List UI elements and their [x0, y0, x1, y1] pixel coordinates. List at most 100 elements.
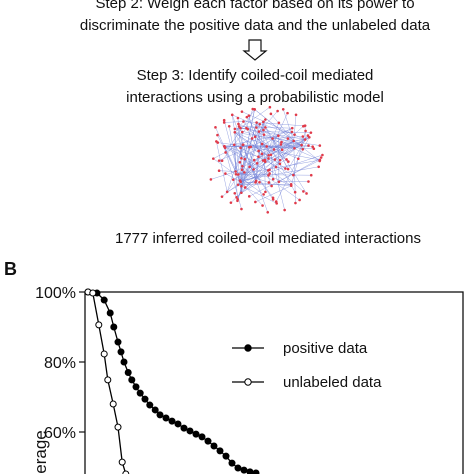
network-edge: [234, 128, 303, 150]
y-tick-label: 60%: [44, 425, 76, 442]
network-node: [258, 180, 261, 184]
network-node: [240, 207, 243, 211]
network-node: [252, 158, 256, 162]
network-node: [241, 164, 244, 168]
network-node: [298, 198, 301, 202]
network-node: [277, 134, 280, 138]
network-node: [229, 201, 233, 204]
network-node: [254, 181, 257, 184]
network-node: [255, 121, 258, 124]
network-node: [258, 122, 262, 126]
network-edge: [224, 146, 300, 201]
network-edge: [224, 146, 259, 157]
network-node: [249, 145, 253, 149]
network-edge: [232, 114, 268, 213]
network-node: [240, 184, 243, 188]
network-image: [209, 105, 324, 214]
network-node: [271, 137, 274, 140]
data-point: [192, 430, 200, 438]
network-node: [285, 158, 288, 161]
network-edge: [225, 109, 255, 153]
network-edge: [245, 187, 277, 204]
network-node: [272, 148, 276, 151]
data-point: [186, 427, 194, 435]
network-node: [260, 142, 264, 146]
network-edge: [254, 122, 257, 137]
network-node: [277, 121, 281, 125]
data-point: [120, 358, 128, 366]
network-edge: [228, 126, 242, 193]
network-edge: [240, 126, 304, 182]
network-edge: [265, 139, 306, 162]
network-node: [209, 178, 213, 181]
legend-label: unlabeled data: [283, 374, 382, 391]
network-node: [267, 169, 270, 172]
network-edge: [239, 146, 267, 181]
series-line: [87, 291, 257, 474]
network-node: [243, 171, 246, 174]
network-node: [233, 127, 237, 131]
data-point: [136, 389, 144, 397]
network-edge: [239, 131, 293, 181]
network-node: [243, 186, 247, 189]
data-point: [198, 433, 206, 441]
network-node: [271, 177, 275, 181]
network-node: [289, 182, 293, 186]
data-point: [95, 321, 103, 329]
network-edge: [215, 127, 236, 172]
network-edge: [282, 109, 294, 141]
network-node: [276, 109, 279, 113]
data-point: [222, 452, 230, 460]
network-edge: [241, 180, 257, 187]
network-node: [273, 158, 277, 161]
network-node: [234, 172, 238, 176]
network-node: [240, 130, 244, 134]
network-node: [266, 210, 270, 214]
legend-marker: [244, 344, 252, 352]
network-edge: [243, 121, 272, 155]
network-caption: 1777 inferred coiled-coil mediated inter…: [115, 230, 421, 247]
network-node: [255, 162, 259, 165]
network-edge: [240, 173, 270, 182]
network-edge: [237, 148, 295, 185]
network-node: [242, 120, 245, 123]
network-node: [237, 122, 240, 126]
network-node: [236, 116, 240, 120]
network-node: [215, 140, 218, 143]
network-node: [230, 113, 234, 117]
network-edge: [234, 132, 237, 175]
data-point: [114, 423, 122, 431]
network-node: [262, 193, 265, 196]
network-edge: [217, 142, 235, 146]
network-node: [236, 198, 239, 201]
network-node: [257, 155, 260, 159]
network-node: [318, 144, 322, 147]
network-node: [245, 115, 249, 119]
network-node: [271, 198, 275, 201]
network-edge: [258, 131, 311, 133]
network-node: [290, 126, 294, 130]
network-node: [234, 170, 237, 173]
network-node: [307, 144, 310, 147]
data-point: [216, 447, 224, 455]
network-node: [262, 120, 265, 124]
network-edge: [269, 169, 292, 186]
network-node: [277, 180, 281, 184]
data-point: [117, 348, 125, 356]
network-node: [241, 143, 245, 146]
network-node: [311, 145, 314, 149]
network-edge: [234, 132, 286, 169]
network-node: [321, 153, 324, 157]
network-node: [292, 173, 295, 177]
network-edge: [243, 121, 305, 127]
data-point: [114, 338, 122, 346]
network-edge: [281, 141, 302, 146]
network-node: [254, 200, 257, 204]
network-edge: [272, 122, 280, 139]
network-node: [309, 173, 313, 177]
network-edge: [233, 144, 302, 180]
network-node: [302, 124, 305, 128]
network-node: [239, 146, 242, 150]
network-node: [257, 149, 260, 153]
